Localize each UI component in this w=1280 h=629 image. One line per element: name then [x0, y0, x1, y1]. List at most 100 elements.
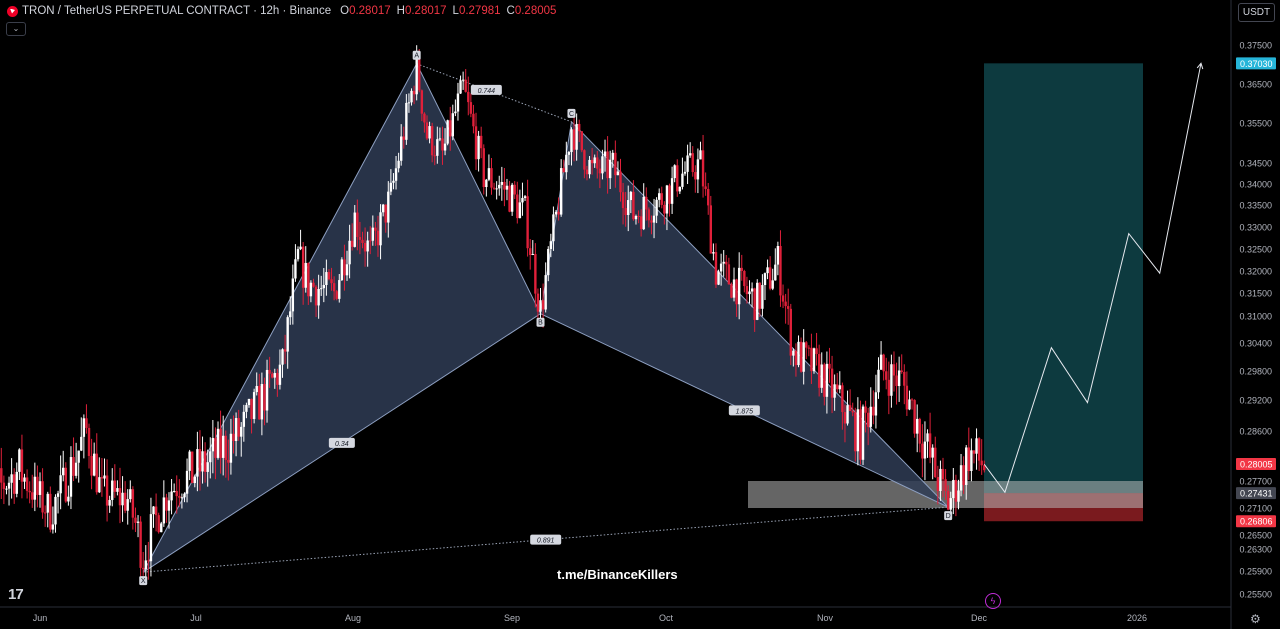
candle-body — [356, 212, 359, 238]
candle-body — [157, 515, 160, 533]
y-tick-label: 0.33000 — [1239, 223, 1272, 233]
candle-body — [332, 283, 336, 292]
candle-body — [743, 270, 746, 287]
candle-body — [20, 449, 24, 482]
candle-body — [634, 215, 638, 220]
candle-body — [740, 267, 743, 271]
candle-body — [392, 180, 395, 183]
candle-body — [56, 493, 60, 497]
candle-body — [877, 369, 880, 393]
chevron-down-icon[interactable]: ⌄ — [6, 22, 26, 36]
candle-body — [85, 418, 88, 428]
candle-body — [650, 220, 653, 223]
candle-body — [717, 271, 720, 285]
candle-body — [526, 196, 529, 249]
candle-body — [206, 462, 209, 472]
candle-body — [304, 262, 307, 288]
y-tick-label: 0.34000 — [1239, 180, 1272, 190]
candle-body — [583, 150, 586, 170]
y-tick-label: 0.29200 — [1239, 396, 1272, 406]
candle-body — [977, 438, 981, 461]
candle-body — [454, 111, 457, 114]
candle-body — [350, 240, 354, 247]
candle-body — [103, 475, 106, 479]
candle-body — [789, 308, 792, 356]
candle-body — [229, 433, 233, 463]
candle-body — [508, 185, 511, 212]
candle-body — [283, 349, 287, 352]
candle-body — [696, 159, 700, 180]
lightning-icon[interactable]: ϟ — [985, 593, 1001, 609]
y-tick-label: 0.35500 — [1239, 119, 1272, 129]
candle-body — [923, 441, 927, 459]
high-label: H — [396, 5, 405, 17]
candle-body — [541, 300, 545, 310]
candle-body — [567, 152, 571, 155]
candle-body — [766, 267, 769, 274]
candle-body — [521, 197, 524, 203]
candle-body — [459, 80, 462, 94]
y-tick-label: 0.32000 — [1239, 267, 1272, 277]
candle-body — [449, 120, 452, 137]
price-labels: 0.37030 0.28005 0.27431 0.26806 — [1236, 57, 1276, 528]
candle-body — [363, 243, 367, 252]
candle-body — [536, 293, 540, 312]
candle-body — [547, 248, 550, 276]
candle-body — [451, 113, 454, 137]
candle-body — [580, 131, 583, 151]
candle-body — [980, 460, 983, 466]
candle-body — [430, 126, 434, 156]
candle-body — [221, 435, 225, 458]
symbol-title[interactable]: TRON / TetherUS PERPETUAL CONTRACT · 12h… — [22, 5, 332, 17]
candle-body — [446, 120, 449, 144]
candle-body — [872, 406, 875, 416]
currency-select[interactable]: USDT — [1238, 3, 1275, 22]
open-label: O — [340, 5, 350, 17]
candle-body — [686, 155, 689, 172]
candle-body — [10, 474, 13, 483]
y-axis: 0.37500 0.36500 0.35500 0.34500 0.34000 0.335… — [1239, 41, 1272, 600]
candle-body — [823, 364, 826, 397]
gear-icon[interactable]: ⚙ — [1250, 612, 1261, 626]
candle-body — [921, 443, 924, 459]
candle-body — [750, 288, 754, 292]
candle-body — [407, 102, 411, 104]
candle-body — [188, 451, 191, 471]
candle-body — [0, 468, 3, 483]
tradingview-logo[interactable]: 17 — [8, 586, 24, 603]
candle-body — [792, 350, 795, 356]
candle-body — [678, 186, 682, 192]
y-tick-label: 0.32500 — [1239, 245, 1272, 255]
candle-body — [529, 248, 532, 255]
candle-body — [371, 227, 375, 241]
candle-body — [278, 364, 282, 385]
candle-body — [456, 93, 460, 112]
candle-body — [939, 468, 942, 491]
candle-body — [327, 272, 331, 280]
candle-body — [854, 412, 857, 452]
candle-body — [129, 489, 132, 500]
candle-body — [420, 90, 424, 114]
close-value: 0.28005 — [514, 5, 557, 17]
candle-body — [807, 347, 811, 349]
candle-body — [317, 288, 320, 306]
candle-body — [732, 279, 736, 298]
candle-body — [944, 479, 947, 491]
candle-body — [817, 354, 821, 388]
candle-body — [165, 497, 168, 511]
candle-body — [668, 185, 671, 204]
candle-body — [41, 481, 44, 513]
candle-body — [603, 151, 607, 157]
candle-body — [812, 348, 816, 372]
low-label: L — [452, 5, 459, 17]
candle-body — [959, 465, 963, 491]
candle-body — [232, 433, 235, 441]
x-tick-label: Jul — [190, 613, 202, 623]
candle-body — [320, 288, 323, 290]
candle-body — [263, 384, 266, 411]
candle-body — [916, 418, 919, 434]
candle-body — [585, 169, 589, 175]
candle-body — [296, 249, 300, 260]
candle-body — [387, 191, 390, 223]
